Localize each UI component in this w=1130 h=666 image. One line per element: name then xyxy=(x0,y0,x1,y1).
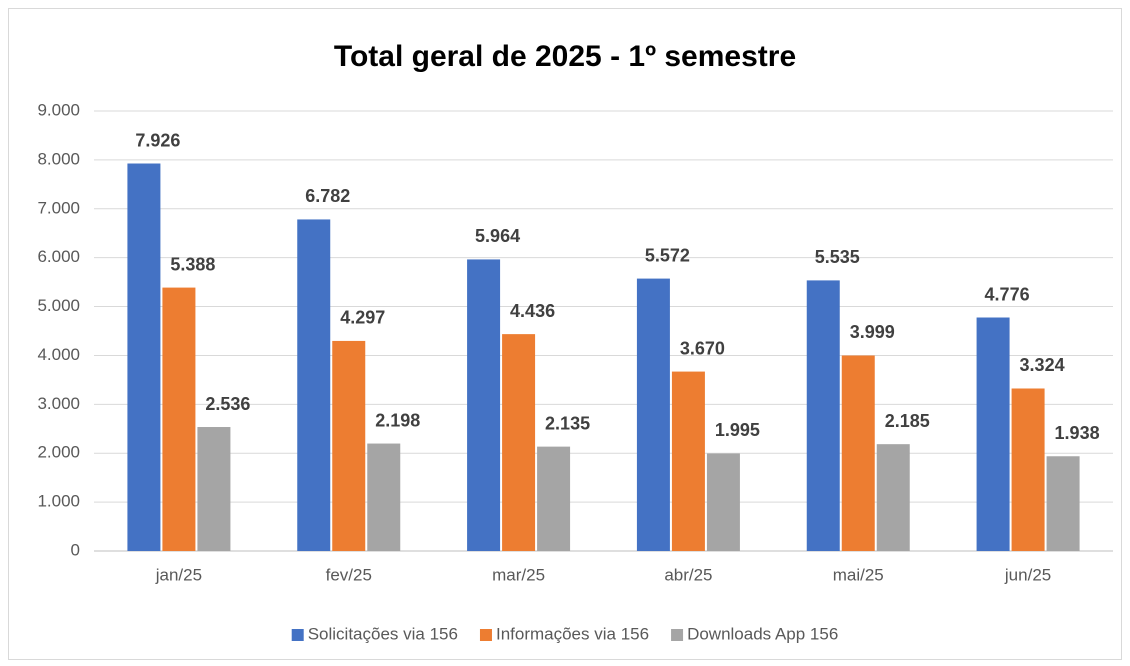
y-tick-label: 8.000 xyxy=(37,149,80,168)
bar xyxy=(332,340,366,551)
data-label: 4.776 xyxy=(985,284,1030,304)
y-tick-label: 0 xyxy=(71,540,80,559)
bar xyxy=(706,453,740,551)
bar xyxy=(537,446,571,551)
y-tick-label: 6.000 xyxy=(37,247,80,266)
data-label: 3.670 xyxy=(680,338,725,358)
y-tick-label: 3.000 xyxy=(37,394,80,413)
x-tick-label: jun/25 xyxy=(1004,565,1051,584)
data-label: 4.297 xyxy=(340,308,385,328)
data-label: 5.388 xyxy=(170,254,215,274)
y-tick-label: 5.000 xyxy=(37,296,80,315)
x-tick-label: fev/25 xyxy=(326,565,372,584)
bar xyxy=(162,287,196,551)
data-label: 2.198 xyxy=(375,410,420,430)
bar xyxy=(502,334,536,551)
data-label: 2.135 xyxy=(545,413,590,433)
x-tick-label: mai/25 xyxy=(833,565,884,584)
data-label: 5.964 xyxy=(475,226,520,246)
data-label: 5.535 xyxy=(815,247,860,267)
bar xyxy=(467,259,501,551)
data-label: 2.536 xyxy=(205,394,250,414)
chart-title: Total geral de 2025 - 1º semestre xyxy=(334,40,796,73)
x-tick-label: abr/25 xyxy=(664,565,712,584)
x-tick-label: mar/25 xyxy=(492,565,545,584)
data-label: 1.995 xyxy=(715,420,760,440)
bar xyxy=(976,317,1010,551)
legend-swatch xyxy=(291,629,304,641)
bar xyxy=(1011,388,1045,551)
legend: Solicitações via 156 Informações via 156 D… xyxy=(291,624,838,643)
bar xyxy=(197,427,231,551)
bar xyxy=(1046,456,1080,551)
data-label: 2.185 xyxy=(885,411,930,431)
bar xyxy=(841,355,875,551)
bar xyxy=(806,280,840,551)
data-label: 6.782 xyxy=(305,186,350,206)
data-label: 4.436 xyxy=(510,301,555,321)
legend-label: Solicitações via 156 xyxy=(308,624,458,643)
legend-swatch xyxy=(671,629,684,641)
bar xyxy=(127,163,161,552)
data-label: 5.572 xyxy=(645,245,690,265)
y-tick-label: 1.000 xyxy=(37,492,80,511)
bar xyxy=(367,443,401,551)
y-tick-label: 2.000 xyxy=(37,443,80,462)
legend-label: Informações via 156 xyxy=(496,624,649,643)
legend-label: Downloads App 156 xyxy=(687,624,838,643)
y-tick-label: 9.000 xyxy=(37,100,80,119)
bar xyxy=(876,444,910,551)
bar xyxy=(297,219,331,552)
y-tick-label: 7.000 xyxy=(37,198,80,217)
y-tick-label: 4.000 xyxy=(37,345,80,364)
data-label: 3.324 xyxy=(1020,355,1065,375)
x-tick-label: jan/25 xyxy=(155,565,202,584)
legend-swatch xyxy=(479,629,492,641)
bar xyxy=(671,371,705,551)
data-label: 7.926 xyxy=(135,130,180,150)
data-label: 3.999 xyxy=(850,322,895,342)
bar xyxy=(636,278,670,551)
data-label: 1.938 xyxy=(1055,423,1100,443)
